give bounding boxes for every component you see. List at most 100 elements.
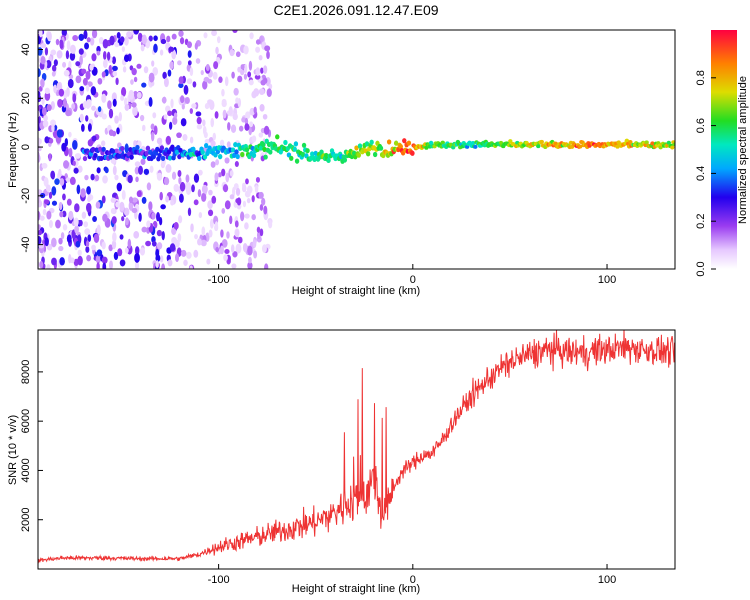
spectrogram-ridge-cell	[159, 145, 165, 151]
spectrogram-noise-blob	[139, 247, 146, 256]
spectrogram-noise-blob	[77, 249, 82, 256]
spectrogram-noise-blob	[243, 73, 248, 80]
spectrogram-noise-blob	[62, 224, 68, 231]
spectrogram-noise-blob	[156, 172, 163, 181]
spectrogram-noise-blob	[190, 223, 194, 233]
spectrogram-noise-blob	[195, 111, 202, 117]
spectrogram-noise-blob	[72, 160, 76, 166]
spectrogram-noise-blob	[247, 261, 253, 269]
spectrogram-noise-blob	[193, 199, 199, 206]
spectrogram-ridge-cell	[174, 149, 180, 155]
spectrogram-noise-blob	[235, 187, 241, 196]
spectrogram-noise-blob	[51, 186, 57, 196]
spectrogram-noise-blob	[91, 244, 96, 251]
spectrogram-noise-blob	[229, 170, 234, 177]
spectrogram-noise-blob	[187, 60, 192, 66]
spectrogram-noise-blob	[177, 170, 182, 177]
spectrogram-noise-blob	[133, 30, 140, 35]
spectrogram-noise-blob	[234, 220, 239, 228]
spectrogram-noise-blob	[55, 219, 61, 229]
spectrogram-ridge-cell	[263, 154, 268, 160]
spectrogram-noise-blob	[141, 196, 147, 204]
spectrogram-noise-blob	[170, 199, 175, 206]
snr-y-ticks: 2000 4000 6000 8000	[20, 360, 43, 532]
spectrogram-noise-blob	[205, 63, 210, 72]
spectrogram-noise-blob	[242, 242, 248, 253]
spectrogram-ridge-cell	[145, 145, 151, 151]
spectrogram-noise-blob	[153, 43, 158, 53]
spectrogram-noise-blob	[141, 34, 147, 45]
spectrogram-y-tick-label: 0	[20, 144, 32, 150]
spectrogram-noise-blob	[68, 254, 72, 264]
spectrogram-ridge-cell	[93, 152, 98, 159]
spectrogram-noise-blob	[138, 212, 142, 222]
spectrogram-noise-blob	[44, 87, 50, 94]
snr-frame	[37, 329, 676, 570]
spectrogram-noise-blob	[255, 67, 261, 76]
spectrogram-noise-blob	[145, 240, 152, 247]
spectrogram-ridge-cell	[230, 147, 236, 153]
spectrogram-noise-blob	[45, 184, 51, 193]
spectrogram-noise-blob	[102, 50, 107, 60]
spectrogram-noise-blob	[68, 131, 72, 138]
spectrogram-noise-blob	[92, 215, 97, 222]
spectrogram-ridge-cell	[170, 144, 175, 150]
spectrogram-ridge-cell	[292, 146, 297, 152]
spectrogram-noise-blob	[53, 59, 58, 67]
spectrogram-noise-blob	[75, 61, 81, 67]
spectrogram-noise-blob	[237, 66, 242, 73]
spectrogram-noise-blob	[224, 248, 230, 254]
spectrogram-noise-blob	[253, 106, 257, 114]
spectrogram-noise-blob	[244, 123, 250, 131]
spectrogram-noise-blob	[55, 38, 60, 46]
spectrogram-noise-blob	[167, 259, 173, 267]
spectrogram-noise-blob	[196, 124, 203, 130]
spectrogram-noise-blob	[142, 124, 146, 132]
spectrogram-ridge-cell	[342, 157, 348, 163]
spectrogram-noise-blob	[181, 103, 185, 110]
spectrogram-noise-blob	[183, 259, 188, 266]
spectrogram-noise-blob	[243, 45, 249, 55]
spectrogram-noise-blob	[234, 229, 240, 238]
spectrogram-noise-blob	[253, 88, 260, 97]
snr-x-tick-label: -100	[208, 574, 230, 586]
spectrogram-noise-blob	[243, 63, 248, 74]
spectrogram-noise-blob	[131, 207, 138, 214]
spectrogram-ridge-cell	[101, 146, 106, 152]
spectrogram-noise-blob	[40, 56, 46, 65]
spectrogram-noise-blob	[75, 240, 81, 248]
spectrogram-noise-blob	[124, 36, 129, 46]
spectrogram-ridge-cell	[268, 149, 273, 155]
spectrogram-noise-blob	[66, 87, 70, 97]
spectrogram-noise-blob	[58, 201, 63, 211]
spectrogram-noise-blob	[247, 71, 252, 78]
colorbar-tick-label: 0.6	[695, 118, 707, 133]
spectrogram-noise-blob	[178, 215, 183, 224]
spectrogram-noise-blob	[43, 177, 49, 187]
spectrogram-noise-blob	[65, 177, 71, 183]
spectrogram-noise-blob	[207, 209, 214, 217]
spectrogram-noise-blob	[111, 216, 117, 225]
spectrogram-noise-blob	[189, 67, 194, 76]
spectrogram-noise-blob	[59, 211, 64, 218]
spectrogram-noise-blob	[102, 175, 108, 184]
spectrogram-noise-blob	[150, 131, 155, 142]
spectrogram-noise-blob	[128, 200, 134, 211]
spectrogram-noise-blob	[259, 104, 265, 112]
spectrogram-noise-blob	[109, 260, 113, 269]
spectrogram-noise-blob	[186, 251, 192, 259]
spectrogram-ridge-cell	[97, 146, 103, 152]
spectrogram-noise-blob	[56, 50, 63, 59]
spectrogram-noise-blob	[149, 165, 154, 173]
spectrogram-noise-blob	[121, 87, 127, 97]
spectrogram-noise-blob	[237, 75, 243, 83]
spectrogram-noise-blob	[127, 174, 133, 184]
spectrogram-noise-blob	[235, 243, 242, 254]
spectrogram-noise-blob	[46, 243, 53, 251]
spectrogram-ridge-cell	[398, 143, 403, 150]
spectrogram-noise-blob	[91, 135, 97, 142]
spectrogram-noise-blob	[266, 50, 270, 60]
spectrogram-noise-blob	[87, 196, 91, 203]
spectrogram-noise-blob	[126, 31, 132, 38]
spectrogram-noise-blob	[245, 111, 251, 119]
